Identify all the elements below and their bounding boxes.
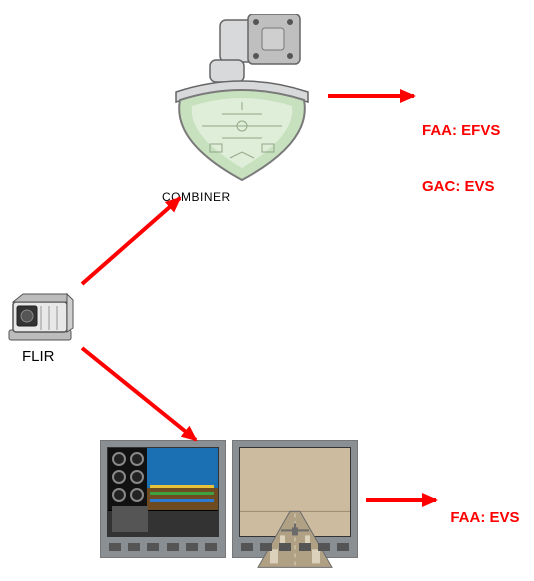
arrow-flir-to-combiner bbox=[82, 198, 180, 284]
display-output-label: FAA: EVS bbox=[442, 492, 520, 526]
cockpit-displays bbox=[100, 440, 360, 558]
combiner-output-line1: FAA: EFVS bbox=[422, 122, 500, 141]
combiner-device bbox=[162, 14, 322, 184]
combiner-output-label: FAA: EFVS GAC: EVS bbox=[422, 84, 500, 215]
evs-screen bbox=[239, 447, 351, 537]
pfd-display bbox=[100, 440, 226, 558]
combiner-label: COMBINER bbox=[162, 190, 231, 204]
evs-display bbox=[232, 440, 358, 558]
flir-label: FLIR bbox=[22, 348, 55, 365]
pfd-screen bbox=[107, 447, 219, 537]
display-output-line1: FAA: EVS bbox=[450, 509, 519, 526]
evs-runway bbox=[240, 483, 350, 569]
combiner-output-line2: GAC: EVS bbox=[422, 178, 500, 197]
combiner-svg bbox=[162, 14, 322, 184]
arrow-flir-to-displays bbox=[82, 348, 196, 440]
flir-device bbox=[3, 288, 78, 343]
flir-svg bbox=[3, 288, 78, 343]
